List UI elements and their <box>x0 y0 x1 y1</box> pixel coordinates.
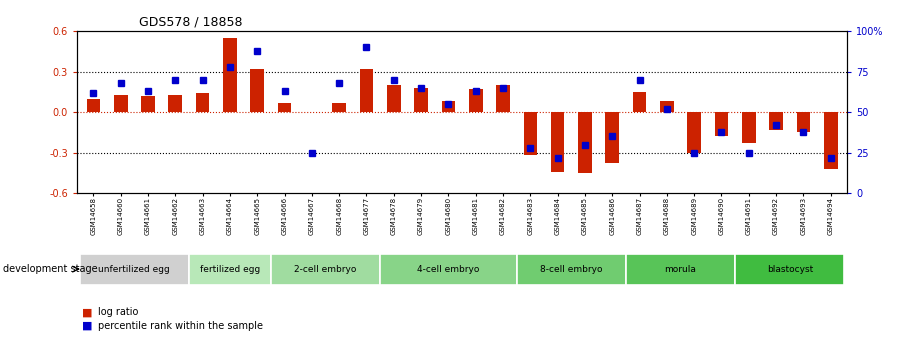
Bar <box>114 95 128 112</box>
Text: fertilized egg: fertilized egg <box>200 265 260 274</box>
Bar <box>824 112 837 169</box>
Bar <box>551 112 564 171</box>
Bar <box>196 93 209 112</box>
Bar <box>223 38 236 112</box>
Bar <box>271 254 381 285</box>
Bar <box>524 112 537 155</box>
Bar <box>250 69 264 112</box>
Bar <box>516 254 626 285</box>
Bar <box>626 254 735 285</box>
Text: ■: ■ <box>82 321 92 331</box>
Bar <box>278 103 292 112</box>
Text: development stage: development stage <box>3 264 97 274</box>
Bar <box>360 69 373 112</box>
Bar <box>414 88 428 112</box>
Bar <box>333 103 346 112</box>
Bar <box>605 112 619 164</box>
Bar <box>578 112 592 173</box>
Bar <box>80 254 189 285</box>
Bar <box>715 112 728 136</box>
Bar <box>87 99 101 112</box>
Bar <box>660 101 674 112</box>
Text: log ratio: log ratio <box>98 307 139 317</box>
Text: 8-cell embryo: 8-cell embryo <box>540 265 602 274</box>
Bar <box>632 92 646 112</box>
Text: morula: morula <box>665 265 697 274</box>
Bar <box>441 101 455 112</box>
Bar <box>469 89 483 112</box>
Text: 2-cell embryo: 2-cell embryo <box>294 265 357 274</box>
Bar <box>742 112 756 143</box>
Text: blastocyst: blastocyst <box>766 265 813 274</box>
Bar <box>387 85 400 112</box>
Bar <box>796 112 810 132</box>
Bar <box>169 95 182 112</box>
Bar <box>769 112 783 130</box>
Text: 4-cell embryo: 4-cell embryo <box>418 265 479 274</box>
Text: unfertilized egg: unfertilized egg <box>99 265 170 274</box>
Text: ■: ■ <box>82 307 92 317</box>
Bar <box>189 254 271 285</box>
Bar <box>688 112 701 152</box>
Text: percentile rank within the sample: percentile rank within the sample <box>98 321 263 331</box>
Bar <box>496 85 510 112</box>
Text: GDS578 / 18858: GDS578 / 18858 <box>139 16 242 29</box>
Bar <box>141 96 155 112</box>
Bar <box>381 254 516 285</box>
Bar <box>735 254 844 285</box>
